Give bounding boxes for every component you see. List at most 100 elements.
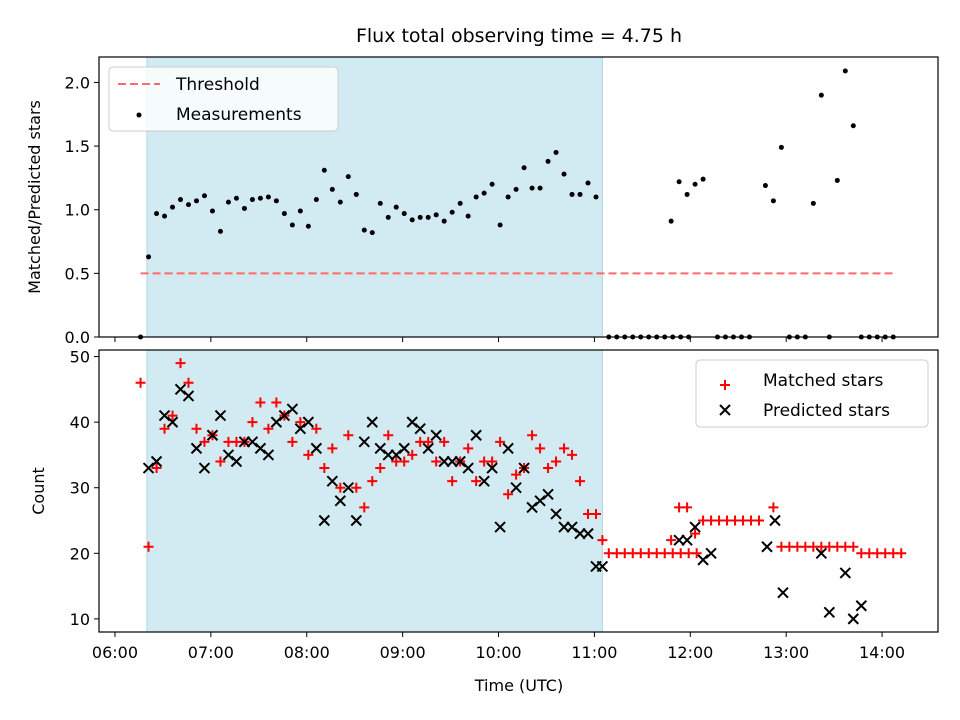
measurement-point (692, 181, 698, 187)
predicted-star-point (761, 541, 773, 553)
predicted-star-point (150, 455, 163, 468)
predicted-star-point (486, 462, 498, 474)
measurement-point (185, 202, 191, 208)
predicted-star-point (534, 495, 546, 507)
measurement-point (337, 199, 343, 205)
predicted-star-point (462, 462, 474, 474)
matched-star-point (183, 377, 194, 388)
matched-star-point (151, 463, 162, 474)
bottom-plot-frame (98, 349, 939, 633)
measurement-point (818, 92, 824, 98)
predicted-star-point (697, 554, 709, 566)
matched-star-point (682, 502, 693, 513)
predicted-star-point (158, 409, 171, 422)
matched-star-point (691, 548, 702, 559)
measurement-point (489, 181, 495, 187)
measurement-point (297, 208, 303, 214)
predicted-star-point (502, 442, 514, 455)
measurement-point (770, 198, 776, 204)
matched-star-point (575, 476, 586, 487)
top-y-tick-label: 1.0 (65, 201, 90, 220)
legend-predicted-label: Predicted stars (763, 401, 890, 421)
matched-star-point (295, 417, 306, 428)
measurement-point (393, 204, 399, 210)
matched-star-point (591, 508, 602, 519)
bottom-y-tick-label: 40 (70, 413, 90, 432)
bottom-x-tick-label: 13:00 (763, 643, 809, 662)
matched-star-point (199, 436, 210, 447)
measurement-point (369, 230, 375, 236)
predicted-star-point (681, 534, 693, 546)
predicted-star-point (478, 475, 490, 487)
measurement-point (409, 217, 415, 223)
top-y-tick-label: 0.5 (65, 264, 90, 283)
matched-star-point (896, 548, 907, 559)
predicted-star-point (222, 449, 235, 461)
measurement-point (162, 213, 168, 219)
measurement-point (521, 165, 527, 171)
predicted-star-point (166, 416, 179, 428)
predicted-star-point (358, 436, 370, 448)
predicted-star-point (302, 416, 315, 428)
matched-star-point (135, 377, 146, 388)
measurement-point (545, 158, 551, 164)
matched-star-point (335, 482, 346, 493)
measurement-point (433, 212, 439, 218)
top-legend: Threshold Measurements (108, 66, 339, 132)
measurement-point (233, 195, 239, 201)
matched-star-point (367, 476, 378, 487)
measurement-point (585, 180, 591, 186)
measurement-point (249, 197, 255, 203)
predicted-star-point (262, 449, 275, 461)
predicted-star-point (318, 514, 331, 527)
measurement-point (473, 194, 479, 200)
predicted-star-point (823, 606, 836, 619)
measurement-point (513, 186, 519, 192)
bottom-x-tick-label: 10:00 (475, 643, 521, 662)
measurement-point (361, 227, 367, 233)
matched-star-point (754, 515, 765, 526)
measurement-point (553, 149, 559, 155)
measurement-point (850, 123, 856, 129)
predicted-star-point (839, 567, 852, 579)
bottom-predicted-points (142, 383, 867, 625)
matched-star-point (439, 436, 450, 447)
measurement-point (668, 218, 674, 224)
measurement-point (700, 176, 706, 182)
measurement-point (441, 218, 447, 224)
measurement-point (449, 209, 455, 215)
matched-star-point (527, 430, 538, 441)
legend-measurement-swatch (136, 112, 142, 118)
predicted-star-point (815, 547, 828, 560)
matched-star-point (447, 476, 458, 487)
matched-star-point (311, 423, 322, 434)
measurement-point (505, 194, 511, 200)
top-plot-frame (98, 56, 939, 338)
matched-star-point (495, 436, 506, 447)
predicted-star-point (582, 527, 594, 540)
predicted-star-point (174, 383, 187, 396)
bottom-panel: 10 20 30 40 50 06:00 07:00 08:00 09:00 10:00 11:0… (29, 348, 939, 695)
bottom-y-tick-label: 10 (70, 610, 90, 629)
bottom-x-tick-label: 06:00 (92, 643, 138, 662)
measurement-point (465, 213, 471, 219)
top-y-axis: 0.0 0.5 1.0 1.5 2.0 (65, 73, 99, 347)
predicted-star-point (777, 586, 789, 599)
matched-star-point (543, 463, 554, 474)
bottom-y-tick-label: 50 (70, 348, 90, 367)
measurement-point (762, 183, 768, 189)
matched-star-point (343, 430, 354, 441)
bottom-y-tick-label: 20 (70, 544, 90, 563)
measurement-point (257, 195, 263, 201)
measurement-point (457, 200, 463, 206)
matched-star-point (255, 397, 266, 408)
predicted-star-point (350, 514, 363, 527)
predicted-star-point (518, 462, 530, 474)
matched-star-point (487, 456, 498, 467)
matched-star-point (319, 463, 330, 474)
measurement-point (178, 197, 184, 203)
predicted-star-point (142, 462, 155, 474)
matched-star-point (503, 489, 514, 500)
measurement-point (321, 167, 327, 173)
measurement-point (377, 200, 383, 206)
